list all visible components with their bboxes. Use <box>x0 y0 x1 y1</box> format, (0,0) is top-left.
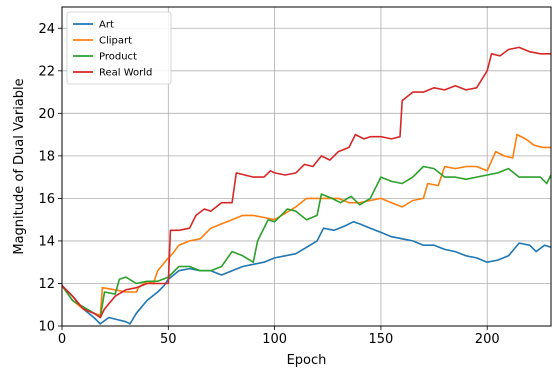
legend-label: Clipart <box>99 36 132 47</box>
x-tick-label: 200 <box>475 332 500 347</box>
y-tick-label: 16 <box>38 192 55 207</box>
x-tick-label: 0 <box>58 332 66 347</box>
series-line-clipart <box>61 133 551 317</box>
y-tick-label: 18 <box>38 149 55 164</box>
series-line-real-world <box>61 46 551 319</box>
x-tick-label: 50 <box>160 332 177 347</box>
series-lines <box>61 46 552 325</box>
legend-label: Real World <box>99 68 152 79</box>
plot-frame <box>61 6 552 327</box>
y-tick-label: 24 <box>38 22 55 37</box>
legend-box <box>66 11 172 85</box>
y-tick-label: 12 <box>38 277 55 292</box>
x-tick-label: 150 <box>368 332 393 347</box>
x-tick-label: 100 <box>262 332 287 347</box>
y-axis-label: Magnitude of Dual Variable <box>12 78 27 254</box>
y-tick-label: 22 <box>38 64 55 79</box>
legend-label: Art <box>99 20 114 31</box>
legend-label: Product <box>99 52 137 63</box>
legend: Art Clipart Product Real World <box>66 11 172 85</box>
y-tick-label: 14 <box>38 234 55 249</box>
y-tick-label: 10 <box>38 320 55 335</box>
y-tick-label: 20 <box>38 107 55 122</box>
series-line-art <box>61 221 552 325</box>
y-axis: 10 12 14 16 18 20 22 24 <box>38 22 62 335</box>
series-line-product <box>61 165 552 319</box>
x-axis: 0 50 100 150 200 <box>58 326 500 347</box>
x-axis-label: Epoch <box>287 353 327 368</box>
